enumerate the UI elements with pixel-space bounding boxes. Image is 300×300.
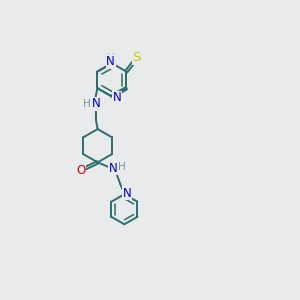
Text: S: S: [132, 51, 141, 64]
Text: H: H: [118, 162, 126, 172]
Text: N: N: [106, 55, 115, 68]
Text: O: O: [76, 164, 85, 177]
Text: N: N: [92, 97, 100, 110]
Text: H: H: [83, 99, 91, 109]
Text: N: N: [123, 187, 131, 200]
Text: N: N: [109, 162, 117, 175]
Text: H: H: [107, 53, 115, 63]
Text: N: N: [112, 91, 122, 104]
